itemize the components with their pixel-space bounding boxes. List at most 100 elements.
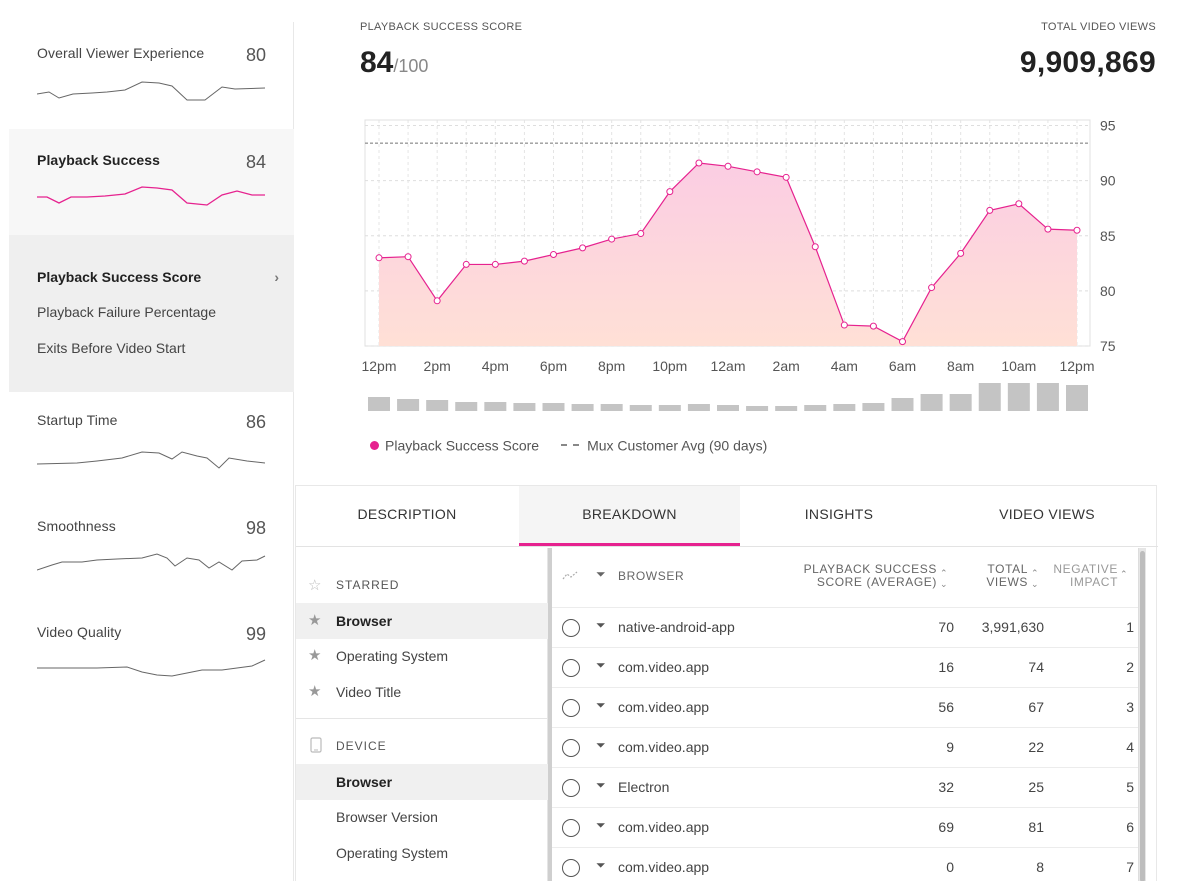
cell-impact: 1 xyxy=(1126,619,1134,635)
table-row[interactable]: ⏷ com.video.app 56 67 3 xyxy=(552,687,1141,727)
starred-item-browser[interactable]: ★ Browser xyxy=(296,603,548,639)
cell-browser: Electron xyxy=(618,779,670,795)
tab-description[interactable]: DESCRIPTION xyxy=(357,506,457,522)
column-header-total-views[interactable]: TOTAL VIEWS xyxy=(972,563,1028,589)
star-icon[interactable]: ★ xyxy=(308,647,322,664)
metric-name: Video Quality xyxy=(37,624,122,640)
metrics-sidebar: Overall Viewer Experience 80 Playback Su… xyxy=(9,22,294,881)
metric-playback-success[interactable]: Playback Success 84 xyxy=(9,129,294,235)
column-header-negative-impact[interactable]: NEGATIVE IMPACT xyxy=(1046,563,1118,589)
x-tick-label: 12pm xyxy=(361,358,396,374)
submenu-label: Playback Success Score xyxy=(37,269,202,285)
star-icon[interactable]: ★ xyxy=(308,683,322,700)
cell-impact: 6 xyxy=(1126,819,1134,835)
trend-line-icon[interactable] xyxy=(562,571,578,581)
row-select-radio[interactable] xyxy=(562,659,580,677)
volume-bar xyxy=(862,403,885,411)
x-tick-label: 4am xyxy=(831,358,858,374)
row-select-radio[interactable] xyxy=(562,859,580,877)
dimension-list: ☆ STARRED ★ Browser ★ Operating System ★… xyxy=(296,548,548,881)
volume-bar xyxy=(629,405,652,411)
starred-header: STARRED xyxy=(336,578,400,592)
cell-views: 22 xyxy=(1028,739,1044,755)
metric-overall-viewer-experience[interactable]: Overall Viewer Experience 80 xyxy=(9,22,294,128)
metric-submenu: Playback Success Score › Playback Failur… xyxy=(9,235,294,392)
star-icon[interactable]: ★ xyxy=(308,612,322,629)
column-header-line: PLAYBACK SUCCESS xyxy=(803,562,937,576)
table-row[interactable]: ⏷ native-android-app 70 3,991,630 1 xyxy=(552,607,1141,647)
submenu-playback-success-score[interactable]: Playback Success Score › xyxy=(37,269,287,285)
filter-icon[interactable]: ⏷ xyxy=(596,567,607,581)
data-point xyxy=(986,206,994,214)
column-header-line: TOTAL xyxy=(987,562,1028,576)
chart-legend: Playback Success Score Mux Customer Avg (… xyxy=(370,436,767,453)
data-point xyxy=(520,257,528,265)
volume-bar xyxy=(368,397,390,411)
metric-startup-time[interactable]: Startup Time 86 xyxy=(9,392,294,498)
column-header-score[interactable]: PLAYBACK SUCCESS SCORE (AVERAGE) xyxy=(792,563,937,589)
cell-score: 70 xyxy=(938,619,954,635)
sort-asc-icon[interactable]: ⌃ xyxy=(1120,569,1128,579)
device-item-browser-version[interactable]: Browser Version xyxy=(296,799,548,835)
cell-score: 56 xyxy=(938,699,954,715)
column-header-browser[interactable]: BROWSER xyxy=(618,569,685,583)
sort-both-icon[interactable]: ⌃ ⌄ xyxy=(940,568,948,589)
chevron-right-icon: › xyxy=(274,269,279,285)
metric-video-quality[interactable]: Video Quality 99 xyxy=(9,604,294,710)
tab-insights[interactable]: INSIGHTS xyxy=(804,506,874,522)
metric-name: Playback Success xyxy=(37,152,161,168)
data-point xyxy=(899,338,906,346)
row-select-radio[interactable] xyxy=(562,819,580,837)
column-header-line: NEGATIVE xyxy=(1053,562,1118,576)
x-tick-label: 2pm xyxy=(424,358,451,374)
device-item-browser[interactable]: Browser xyxy=(296,764,548,800)
cell-impact: 5 xyxy=(1126,779,1134,795)
cell-score: 69 xyxy=(938,819,954,835)
data-point xyxy=(579,244,587,252)
y-tick-label: 90 xyxy=(1100,173,1116,189)
x-tick-label: 10pm xyxy=(652,358,687,374)
score-value: 84/100 xyxy=(360,46,428,80)
dimension-label: Browser Version xyxy=(336,809,438,825)
table-row[interactable]: ⏷ com.video.app 9 22 4 xyxy=(552,727,1141,767)
metric-score: 84 xyxy=(245,152,266,172)
filter-icon[interactable]: ⏷ xyxy=(596,858,606,872)
scrollbar-thumb[interactable] xyxy=(1140,551,1145,881)
legend-avg-label: Mux Customer Avg (90 days) xyxy=(587,437,768,454)
dimension-list-scrollbar[interactable] xyxy=(548,548,552,881)
filter-icon[interactable]: ⏷ xyxy=(596,778,606,792)
tab-video-views[interactable]: VIDEO VIEWS xyxy=(999,506,1095,522)
filter-icon[interactable]: ⏷ xyxy=(596,818,606,832)
dimension-label: Operating System xyxy=(336,845,449,861)
row-select-radio[interactable] xyxy=(562,779,580,797)
sparkline xyxy=(37,553,266,571)
y-tick-label: 75 xyxy=(1100,338,1116,354)
starred-item-video-title[interactable]: ★ Video Title xyxy=(296,674,548,710)
table-row[interactable]: ⏷ com.video.app 16 74 2 xyxy=(552,647,1141,687)
table-row[interactable]: ⏷ com.video.app 69 81 6 xyxy=(552,807,1141,847)
sort-both-icon[interactable]: ⌃ ⌄ xyxy=(1031,568,1039,589)
cell-browser: com.video.app xyxy=(618,859,710,875)
row-select-radio[interactable] xyxy=(562,619,580,637)
cell-impact: 4 xyxy=(1126,739,1134,755)
starred-item-operating-system[interactable]: ★ Operating System xyxy=(296,638,548,674)
data-point xyxy=(782,173,790,181)
table-row[interactable]: ⏷ com.video.app 0 8 7 xyxy=(552,847,1141,881)
x-tick-label: 6am xyxy=(889,358,916,374)
filter-icon[interactable]: ⏷ xyxy=(596,698,606,712)
table-row[interactable]: ⏷ Electron 32 25 5 xyxy=(552,767,1141,807)
metric-smoothness[interactable]: Smoothness 98 xyxy=(9,498,294,604)
row-select-radio[interactable] xyxy=(562,739,580,757)
tab-breakdown[interactable]: BREAKDOWN xyxy=(519,486,740,546)
submenu-exits-before-video-start[interactable]: Exits Before Video Start xyxy=(37,340,186,356)
filter-icon[interactable]: ⏷ xyxy=(596,618,606,632)
submenu-playback-failure-percentage[interactable]: Playback Failure Percentage xyxy=(37,304,216,320)
device-item-operating-system[interactable]: Operating System xyxy=(296,835,548,871)
volume-bar xyxy=(775,406,798,411)
total-views-value: 9,909,869 xyxy=(1019,46,1156,79)
table-scrollbar[interactable] xyxy=(1138,548,1146,881)
filter-icon[interactable]: ⏷ xyxy=(596,738,606,752)
volume-bar xyxy=(658,405,681,411)
filter-icon[interactable]: ⏷ xyxy=(596,658,606,672)
row-select-radio[interactable] xyxy=(562,699,580,717)
